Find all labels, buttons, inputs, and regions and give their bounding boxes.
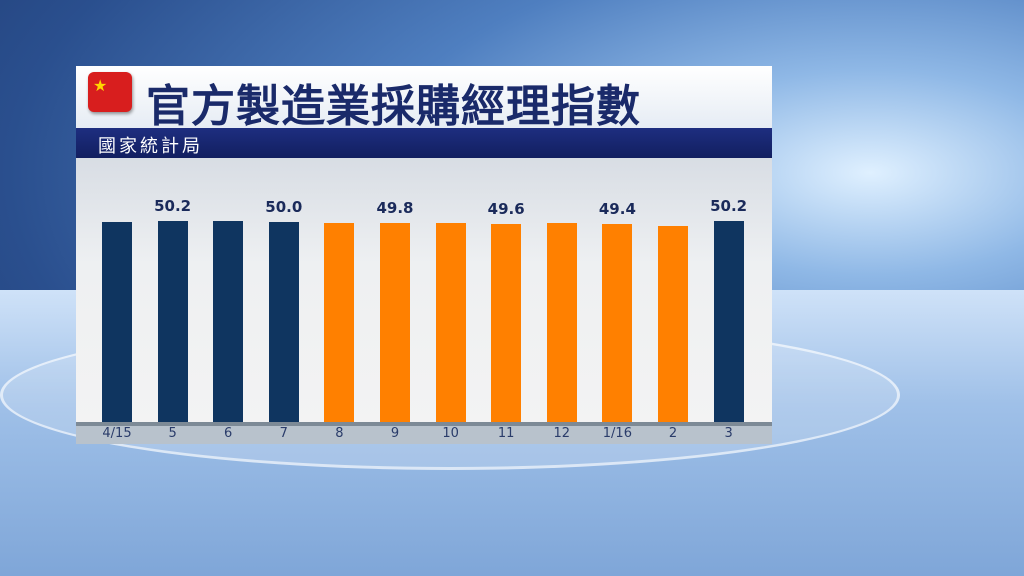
x-tick-label: 3 <box>724 426 733 441</box>
bar-12 <box>546 223 577 422</box>
title-bar: ★ 官方製造業採購經理指數 <box>76 66 772 132</box>
bar-6 <box>213 221 244 422</box>
plot-area <box>76 158 772 424</box>
bar-8 <box>324 223 355 422</box>
bar-1/16 <box>602 224 633 422</box>
x-axis-strip <box>76 422 772 444</box>
data-label: 49.4 <box>598 200 636 219</box>
bar-4/15 <box>102 221 132 422</box>
bar-11 <box>491 223 522 422</box>
bar-2 <box>658 226 688 422</box>
x-tick-label: 12 <box>553 426 571 441</box>
data-label: 49.6 <box>487 199 525 218</box>
bar-5 <box>157 221 188 422</box>
data-label: 49.8 <box>376 198 414 217</box>
x-tick-label: 1/16 <box>602 426 632 441</box>
china-flag-icon: ★ <box>88 72 132 112</box>
bar-9 <box>380 222 410 422</box>
x-tick-label: 9 <box>390 426 400 441</box>
x-tick-label: 10 <box>442 426 459 441</box>
data-label: 50.2 <box>154 197 192 216</box>
data-label: 50.0 <box>265 198 303 216</box>
bar-3 <box>713 221 744 422</box>
x-tick-label: 6 <box>224 426 233 441</box>
chart-panel: ★ 官方製造業採購經理指數 國家統計局 4/15 50.2 5 6 50.0 7 8 49.8… <box>76 66 772 444</box>
x-tick-label: 11 <box>497 426 515 441</box>
subtitle-bar: 國家統計局 <box>76 128 772 158</box>
x-tick-label: 2 <box>668 426 678 441</box>
x-tick-label: 5 <box>168 426 177 441</box>
chart-title: 官方製造業採購經理指數 <box>146 81 641 132</box>
x-tick-label: 7 <box>279 426 288 441</box>
chart-subtitle: 國家統計局 <box>98 136 203 157</box>
x-tick-label: 8 <box>335 426 344 441</box>
bar-7 <box>268 222 299 422</box>
bar-10 <box>435 222 466 422</box>
data-label: 50.2 <box>710 197 748 216</box>
x-tick-label: 4/15 <box>102 426 132 441</box>
